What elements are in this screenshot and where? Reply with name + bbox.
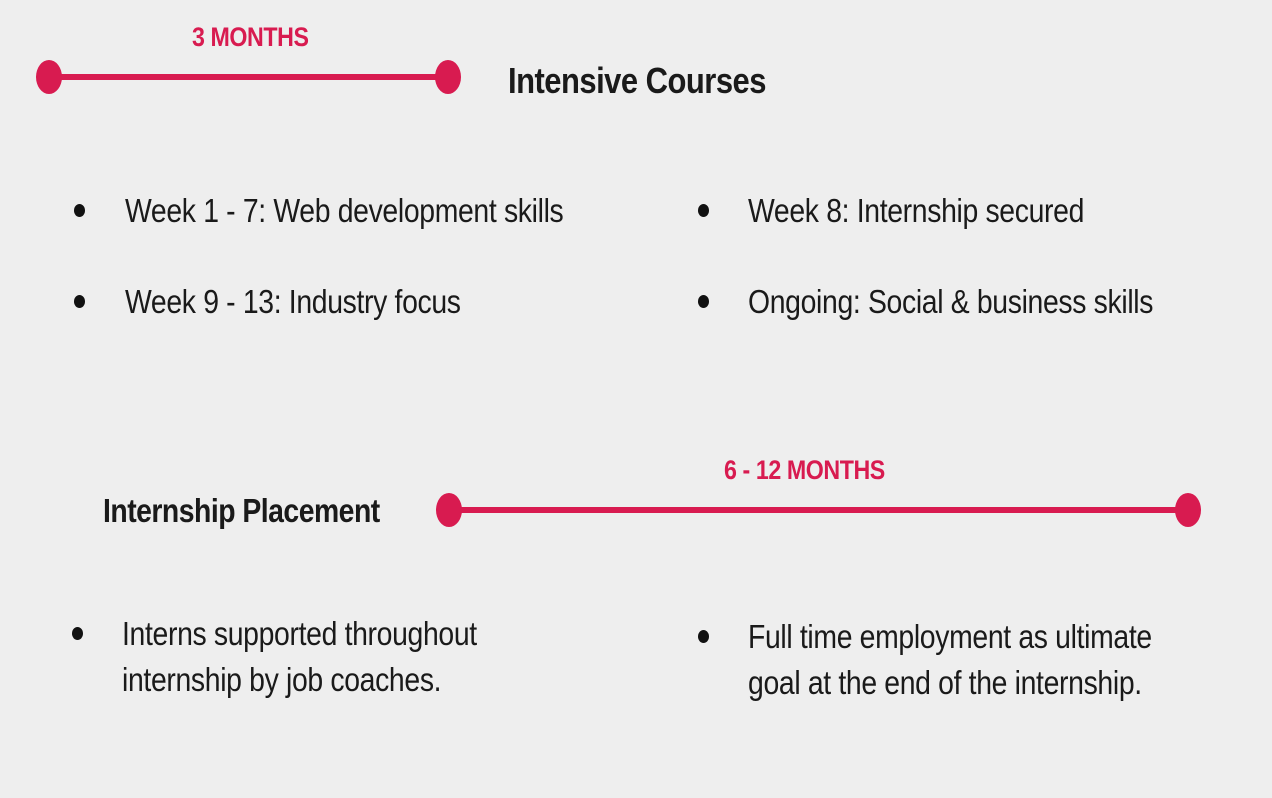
phase2-timeline-end-dot: [1175, 493, 1201, 527]
list-item-text: Interns supported throughout internship …: [122, 611, 477, 703]
list-item-line: goal at the end of the internship.: [748, 664, 1142, 701]
bullet-icon: [72, 627, 83, 640]
phase1-title: Intensive Courses: [508, 60, 766, 101]
phase1-timeline-bar: [48, 74, 448, 80]
phase2-title: Internship Placement: [103, 492, 380, 529]
list-item: Week 8: Internship secured: [698, 188, 1139, 234]
list-item-line: Full time employment as ultimate: [748, 618, 1152, 655]
list-item: Interns supported throughout internship …: [72, 611, 535, 703]
list-item-text: Full time employment as ultimate goal at…: [748, 614, 1152, 706]
bullet-icon: [74, 204, 85, 217]
phase2-duration-label: 6 - 12 MONTHS: [724, 455, 885, 485]
list-item: Week 1 - 7: Web development skills: [74, 188, 635, 234]
phase1-timeline-start-dot: [36, 60, 62, 94]
phase1-timeline-end-dot: [435, 60, 461, 94]
list-item-line: Interns supported throughout: [122, 615, 477, 652]
bullet-icon: [698, 295, 709, 308]
list-item-text: Ongoing: Social & business skills: [748, 283, 1154, 320]
bullet-icon: [698, 630, 709, 643]
phase2-timeline-bar: [448, 507, 1188, 513]
list-item: Week 9 - 13: Industry focus: [74, 279, 515, 325]
list-item-text: Week 8: Internship secured: [748, 192, 1085, 229]
list-item: Ongoing: Social & business skills: [698, 279, 1219, 325]
list-item-text: Week 9 - 13: Industry focus: [125, 283, 461, 320]
list-item: Full time employment as ultimate goal at…: [698, 614, 1218, 706]
bullet-icon: [698, 204, 709, 217]
phase1-duration-label: 3 MONTHS: [192, 22, 309, 52]
list-item-text: Week 1 - 7: Web development skills: [125, 192, 564, 229]
list-item-line: internship by job coaches.: [122, 661, 442, 698]
bullet-icon: [74, 295, 85, 308]
phase2-timeline-start-dot: [436, 493, 462, 527]
